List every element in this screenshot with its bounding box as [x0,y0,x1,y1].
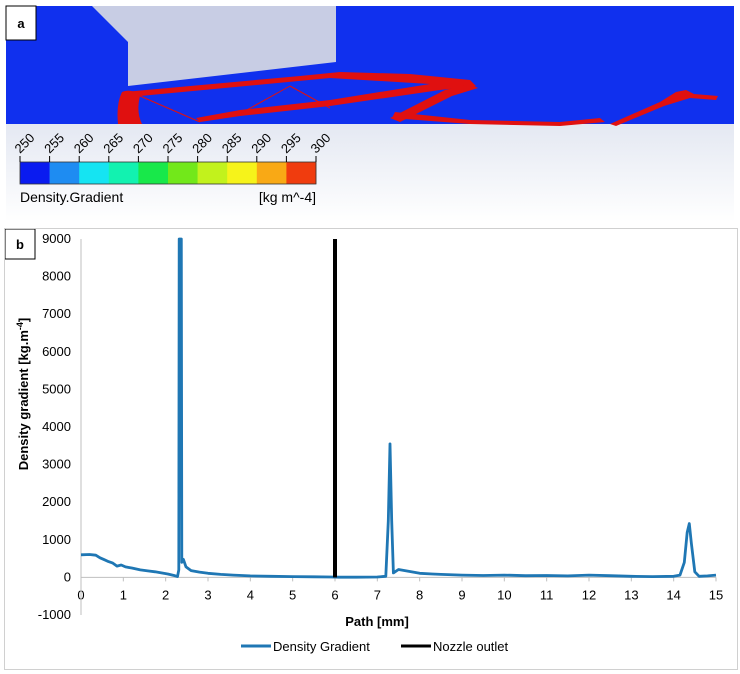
panel-b-chart: b 0123456789101112131415-100001000200030… [4,228,738,670]
shock-oblique-band [390,84,478,122]
y-axis-label-end: ] [16,318,31,322]
shock-structures [117,72,718,126]
shock-thin-line [289,85,331,109]
chart-legend: Density Gradient Nozzle outlet [241,639,509,654]
colorbar-swatch [286,162,317,184]
colorbar-swatch [256,162,287,184]
y-tick-label: 4000 [42,419,71,434]
chart-series-layer [80,237,717,579]
x-tick-label: 7 [374,587,381,602]
colorbar-swatch [108,162,139,184]
chart-svg: b 0123456789101112131415-100001000200030… [4,228,723,654]
panel-b-label-box [4,228,36,260]
x-tick-label: 2 [162,587,169,602]
contour-svg: a 250 255 260 265 270 275 280 285 290 295 300 Dens… [5,5,734,222]
y-tick-label: 5000 [42,381,71,396]
colorbar-swatch [49,162,80,184]
colorbar-unit: [kg m^-4] [259,189,316,205]
x-tick-label: 15 [709,587,723,602]
shock-thin-line [139,95,201,123]
colorbar-swatch [227,162,258,184]
y-axis-label: Density gradient [kg.m-4] [15,318,31,471]
colorbar-title: Density.Gradient [20,189,123,205]
shock-region-near-outlet [117,90,142,124]
colorbar-swatch [79,162,110,184]
x-tick-label: 8 [416,587,423,602]
colorbar-swatch [168,162,198,184]
y-tick-label: 0 [64,569,71,584]
x-tick-label: 6 [331,587,338,602]
y-tick-label: 6000 [42,344,71,359]
y-tick-label: 8000 [42,269,71,284]
y-tick-label: 7000 [42,306,71,321]
panel-a-label-box [5,5,37,41]
x-tick-label: 5 [289,587,296,602]
x-tick-label: 3 [204,587,211,602]
x-tick-label: 9 [458,587,465,602]
legend-label-density-gradient: Density Gradient [273,639,370,654]
colorbar-swatch [20,162,50,184]
shock-thin-line [235,85,291,117]
shock-lower-band [392,112,605,126]
series-line-density-gradient [80,237,717,579]
colorbar-swatch [138,162,169,184]
x-tick-label: 12 [582,587,596,602]
colorbar-swatch [197,162,228,184]
y-tick-label: 3000 [42,457,71,472]
nozzle-geometry [92,6,336,86]
x-tick-label: 13 [624,587,638,602]
x-tick-label: 14 [666,587,680,602]
x-axis-label: Path [mm] [345,614,409,629]
x-tick-label: 4 [247,587,254,602]
y-tick-label: 1000 [42,532,71,547]
y-tick-label: 2000 [42,494,71,509]
x-tick-label: 11 [540,587,554,602]
y-tick-label: -1000 [38,607,71,622]
shock-upper-band [124,72,476,122]
chart-axes: 0123456789101112131415-10000100020003000… [38,231,723,622]
panel-a-contour: a 250 255 260 265 270 275 280 285 290 295 300 Dens… [0,0,740,222]
x-tick-label: 10 [497,587,511,602]
panel-a-label: a [17,16,25,31]
y-axis-label-superscript: -4 [15,322,25,330]
x-tick-label: 1 [120,587,127,602]
shock-downstream [610,90,718,126]
panel-b-label: b [16,237,24,252]
y-axis-label-main: Density gradient [kg.m [16,330,31,470]
y-tick-label: 9000 [42,231,71,246]
legend-label-nozzle-outlet: Nozzle outlet [433,639,509,654]
